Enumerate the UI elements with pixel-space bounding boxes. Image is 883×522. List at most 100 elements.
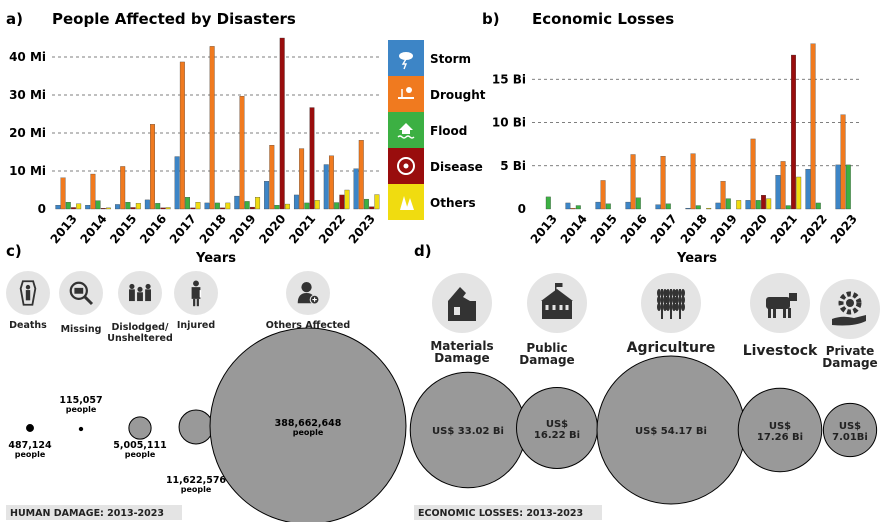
human-item-label: Others Affected <box>266 320 350 331</box>
bubble-missing <box>78 426 84 432</box>
bar-disease <box>369 206 375 210</box>
coffin-outline <box>19 280 37 306</box>
bar-flood <box>695 205 701 210</box>
bubble-value: US$ 16.22 Bi <box>534 419 580 441</box>
x-tick-label: 2018 <box>678 212 710 247</box>
human-item-label-line: Others Affected <box>266 320 350 331</box>
bar-drought <box>239 95 245 210</box>
wheat-grain <box>666 296 670 304</box>
economic-item-label-line: Damage <box>434 351 489 365</box>
roof <box>541 289 573 301</box>
bubble-value: 5,005,111 <box>113 440 167 451</box>
bar-storm <box>204 202 210 210</box>
icon-background <box>820 279 880 339</box>
x-tick-label: 2014 <box>77 212 109 247</box>
legend-item-storm: Storm <box>388 40 471 76</box>
bar-storm <box>655 204 661 210</box>
y-tick-label: 20 Mi <box>9 126 46 140</box>
human-item-label-line: Deaths <box>9 320 47 331</box>
missing-search-icon <box>69 281 94 306</box>
economic-footer: ECONOMIC LOSSES: 2013-2023 <box>414 505 602 520</box>
panel-c-letter: c) <box>6 242 22 260</box>
economic-item-label-line: Private <box>826 344 875 358</box>
human-item-label: Injured <box>177 320 215 331</box>
panel-b-letter: b) <box>482 10 500 28</box>
bar-flood <box>665 203 671 210</box>
person-body <box>137 292 143 302</box>
bubble-value: 115,057 <box>59 395 102 406</box>
economic-item-label: Materials Damage <box>430 339 493 365</box>
human-item-label-line: Missing <box>61 324 102 335</box>
bar-disease <box>160 207 166 210</box>
bar-drought <box>179 61 185 210</box>
bubble-unit: people <box>181 485 212 494</box>
bar-storm <box>174 156 180 210</box>
bar-others <box>106 207 111 210</box>
economic-item-label: Private Damage <box>822 344 877 370</box>
storm-cloud-icon <box>399 52 413 60</box>
bar-others <box>135 203 141 210</box>
bar-storm <box>745 200 751 210</box>
economic-item-label-line: Damage <box>822 356 877 370</box>
bar-storm <box>775 175 781 210</box>
gear <box>838 291 862 315</box>
bar-disease <box>220 207 226 210</box>
id-card <box>74 287 84 294</box>
economic-item-label: Livestock <box>743 343 818 359</box>
cow-head <box>789 293 797 301</box>
window <box>552 305 556 310</box>
bubble-private <box>822 402 878 458</box>
panel-d-letter: d) <box>414 242 432 260</box>
panel-a-title: People Affected by Disasters <box>52 10 296 28</box>
bar-drought <box>600 180 606 210</box>
wheat-grain <box>657 296 661 304</box>
wheat-grain <box>672 296 676 304</box>
flood-house-icon <box>399 123 413 130</box>
bubble-value: US$ 54.17 Bi <box>635 426 707 437</box>
bar-disease <box>249 206 255 210</box>
person-head <box>137 286 143 292</box>
x-tick-label: 2014 <box>558 212 590 247</box>
bar-flood <box>635 197 641 210</box>
economic-item-label-line: Livestock <box>743 343 818 359</box>
bubble-value-line: US$ 54.17 Bi <box>635 426 707 437</box>
footer-background <box>414 505 602 520</box>
bar-others <box>706 207 712 210</box>
bar-drought <box>690 153 696 210</box>
bubble-value-line: US$ 33.02 Bi <box>432 426 504 437</box>
x-tick-label: 2022 <box>798 212 830 247</box>
x-tick-label: 2015 <box>107 212 139 247</box>
bubble-value-line: 7.01Bi <box>832 432 868 443</box>
legend-item-drought: Drought <box>388 76 486 112</box>
injured-person-icon <box>191 280 202 307</box>
bubble-value-line: 17.26 Bi <box>757 432 803 443</box>
icon-background <box>286 271 330 315</box>
bubble-unit: people <box>125 450 156 459</box>
bar-drought <box>630 154 636 210</box>
legend-label: Storm <box>430 52 471 66</box>
hand <box>832 315 866 326</box>
x-tick-label: 2019 <box>708 212 740 247</box>
bar-others <box>255 197 261 210</box>
person-head <box>193 280 199 287</box>
bubble-value: 11,622,576 <box>166 475 226 486</box>
bar-disease <box>100 208 106 210</box>
person-plus-icon <box>297 282 320 305</box>
lightning-icon <box>401 58 408 70</box>
economic-item-private: Private Damage US$ 7.01Bi <box>820 279 880 458</box>
x-tick-label: 2022 <box>316 212 348 247</box>
building <box>542 301 572 319</box>
y-tick-label: 15 Bi <box>492 72 526 86</box>
flag <box>556 283 563 287</box>
cow-leg <box>788 308 791 318</box>
others-trees-icon <box>400 196 408 210</box>
x-tick-label: 2016 <box>137 212 169 247</box>
bar-flood <box>605 203 611 210</box>
bubble-value-line: US$ <box>839 421 861 432</box>
x-tick-label: 2015 <box>588 212 620 247</box>
footer-background <box>6 505 182 520</box>
bar-others <box>76 203 82 210</box>
cow-body <box>766 297 790 309</box>
